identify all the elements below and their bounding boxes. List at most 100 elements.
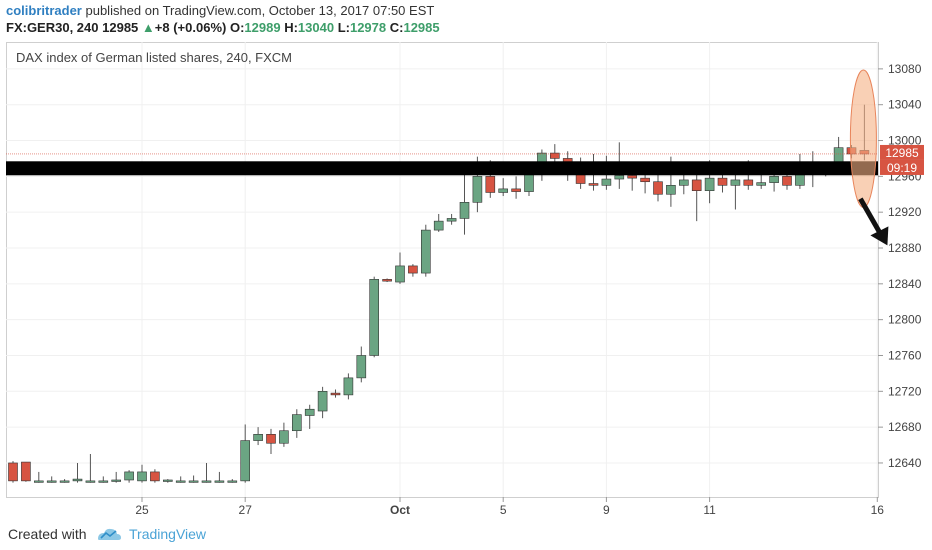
candle-body-up bbox=[137, 471, 147, 482]
publish-line: colibritrader published on TradingView.c… bbox=[6, 3, 434, 18]
close-value: 12985 bbox=[403, 20, 440, 35]
y-tick-label: 13000 bbox=[888, 134, 922, 148]
candle bbox=[46, 476, 57, 483]
candle bbox=[253, 427, 263, 446]
candle bbox=[395, 252, 405, 284]
candle bbox=[511, 176, 521, 199]
candle-body-up bbox=[769, 176, 779, 183]
y-tick-label: 12920 bbox=[888, 205, 922, 219]
candle bbox=[175, 476, 186, 483]
y-axis: 12640 12680 12720 12760 12800 12840 12880 12920… bbox=[878, 62, 922, 470]
candle-body-up bbox=[472, 176, 483, 203]
price-change: +8 (+0.06%) bbox=[154, 20, 227, 35]
candle-body-up bbox=[446, 218, 457, 222]
candle bbox=[214, 471, 225, 483]
candle-body-down bbox=[485, 176, 496, 193]
high-value: 13040 bbox=[297, 20, 335, 35]
candle-body-up bbox=[524, 174, 534, 192]
candle-body-down bbox=[691, 179, 702, 191]
candle-body-up bbox=[98, 480, 109, 483]
candle-body-down bbox=[382, 279, 392, 282]
candle bbox=[446, 213, 457, 225]
current-price-tag-bg bbox=[880, 144, 924, 160]
y-tick-label: 12760 bbox=[888, 348, 922, 362]
footer: Created with TradingView bbox=[0, 518, 932, 550]
y-tick-label: 12720 bbox=[888, 384, 922, 398]
tradingview-logo-icon bbox=[98, 528, 121, 540]
candle-body-up bbox=[188, 480, 199, 483]
y-tick-label: 12680 bbox=[888, 420, 922, 434]
x-tick-label: 27 bbox=[239, 503, 253, 516]
candle-body-down bbox=[21, 461, 31, 482]
candle bbox=[279, 422, 289, 447]
x-axis: 25 27 Oct 5 9 11 16 bbox=[135, 497, 885, 517]
candle-body-up bbox=[730, 179, 741, 186]
candle-body-up bbox=[614, 175, 625, 180]
grid-lines bbox=[6, 42, 878, 497]
candle-body-down bbox=[549, 152, 560, 159]
open-label: O: bbox=[229, 20, 245, 35]
candle-body-up bbox=[72, 478, 83, 482]
countdown-tag-bg bbox=[880, 159, 924, 175]
candle bbox=[382, 278, 392, 283]
candle bbox=[408, 264, 418, 277]
candlestick-chart[interactable]: 25 27 Oct 5 9 11 16 12640126801272012760128001… bbox=[6, 42, 926, 517]
candle bbox=[343, 373, 354, 400]
x-tick-label: 5 bbox=[500, 503, 507, 516]
candle bbox=[201, 462, 212, 483]
low-value: 12978 bbox=[349, 20, 387, 35]
candle-body-up bbox=[111, 479, 121, 482]
candle bbox=[459, 165, 470, 235]
open-value: 12989 bbox=[244, 20, 281, 35]
chart-area[interactable]: 25 27 Oct 5 9 11 16 12640 12680 12720 12760 12800 1… bbox=[6, 42, 926, 517]
candle-body-up bbox=[240, 440, 250, 482]
candle bbox=[291, 409, 302, 438]
candle-body-down bbox=[588, 183, 599, 186]
candle bbox=[72, 462, 83, 483]
candle bbox=[498, 178, 509, 197]
y-tick-label: 12800 bbox=[888, 313, 922, 327]
candle bbox=[227, 479, 238, 483]
candle-body-up bbox=[291, 414, 302, 432]
published-text: published on TradingView.com, October 13… bbox=[85, 3, 435, 18]
candle-body-up bbox=[459, 202, 470, 219]
candle-body-up bbox=[420, 229, 431, 274]
candle bbox=[163, 479, 173, 483]
candle-body-up bbox=[369, 279, 380, 356]
candle-body-up bbox=[124, 471, 134, 481]
author-link[interactable]: colibritrader bbox=[6, 3, 82, 18]
candle-body-up bbox=[666, 185, 676, 195]
candle bbox=[33, 471, 44, 483]
plot-frame bbox=[6, 42, 879, 498]
candle-body-down bbox=[782, 176, 792, 186]
candle bbox=[188, 475, 199, 483]
highlight-ellipse bbox=[849, 69, 877, 208]
support-band bbox=[6, 161, 878, 176]
candle-body-down bbox=[150, 471, 160, 482]
candle bbox=[304, 404, 315, 429]
candle bbox=[369, 276, 380, 358]
x-tick-label: Oct bbox=[390, 503, 410, 516]
candle-body-up bbox=[356, 355, 367, 379]
tradingview-brand[interactable]: TradingView bbox=[129, 526, 207, 542]
candle-body-up bbox=[253, 434, 263, 441]
current-price-tag: 12985 bbox=[885, 146, 919, 160]
symbol-label: FX:GER30, 240 bbox=[6, 20, 99, 35]
candle-body-down bbox=[640, 177, 650, 183]
down-arrow-head bbox=[870, 226, 889, 246]
chart-title: DAX index of German listed shares, 240, … bbox=[16, 50, 292, 65]
y-tick-label: 13040 bbox=[888, 98, 922, 112]
created-with-label: Created with bbox=[8, 526, 87, 542]
candle-body-down bbox=[330, 392, 341, 396]
candle-body-down bbox=[743, 179, 754, 186]
candle bbox=[59, 479, 70, 483]
candle-body-up bbox=[795, 174, 805, 186]
x-tick-label: 16 bbox=[871, 503, 885, 516]
x-tick-label: 9 bbox=[603, 503, 610, 516]
candles bbox=[8, 104, 870, 483]
candle bbox=[124, 470, 134, 483]
candle bbox=[266, 428, 276, 455]
y-tick-label: 12840 bbox=[888, 277, 922, 291]
y-tick-label: 12640 bbox=[888, 456, 922, 470]
candle-body-up bbox=[214, 480, 225, 483]
